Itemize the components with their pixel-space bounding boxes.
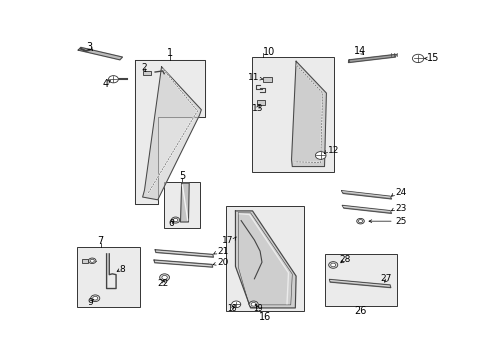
Text: 5: 5 bbox=[179, 171, 185, 181]
Polygon shape bbox=[235, 211, 296, 308]
Polygon shape bbox=[329, 279, 390, 288]
Text: 1: 1 bbox=[167, 48, 173, 58]
Circle shape bbox=[411, 54, 423, 63]
Bar bbox=[164, 182, 200, 228]
Circle shape bbox=[88, 258, 96, 264]
Bar bbox=[256, 100, 264, 105]
Polygon shape bbox=[135, 60, 205, 204]
Text: 28: 28 bbox=[338, 256, 349, 265]
Text: 11: 11 bbox=[248, 73, 259, 82]
Polygon shape bbox=[180, 183, 189, 222]
Circle shape bbox=[108, 76, 118, 83]
Bar bbox=[263, 77, 271, 82]
Circle shape bbox=[330, 263, 335, 267]
Text: 16: 16 bbox=[259, 312, 271, 322]
Circle shape bbox=[231, 301, 240, 308]
Circle shape bbox=[328, 262, 337, 268]
Text: 3: 3 bbox=[86, 42, 92, 52]
Text: 26: 26 bbox=[354, 306, 366, 316]
Circle shape bbox=[93, 296, 98, 300]
Text: 2: 2 bbox=[141, 63, 146, 72]
Circle shape bbox=[159, 274, 169, 281]
Circle shape bbox=[162, 275, 167, 279]
Circle shape bbox=[173, 219, 178, 222]
Text: 18: 18 bbox=[227, 304, 236, 313]
Circle shape bbox=[251, 302, 256, 306]
Text: 20: 20 bbox=[217, 258, 228, 267]
Text: 9: 9 bbox=[88, 298, 93, 307]
Circle shape bbox=[171, 217, 180, 223]
Text: 13: 13 bbox=[251, 104, 263, 113]
Bar bbox=[251, 57, 334, 172]
Text: 4: 4 bbox=[102, 79, 109, 89]
Polygon shape bbox=[155, 250, 213, 257]
Circle shape bbox=[315, 152, 325, 159]
Text: 12: 12 bbox=[327, 146, 338, 155]
Text: 6: 6 bbox=[168, 220, 174, 229]
Circle shape bbox=[358, 220, 362, 223]
Bar bbox=[225, 207, 304, 311]
Polygon shape bbox=[78, 48, 122, 60]
Text: 21: 21 bbox=[217, 247, 228, 256]
Circle shape bbox=[90, 295, 100, 302]
Polygon shape bbox=[154, 260, 212, 267]
Text: 15: 15 bbox=[426, 53, 438, 63]
Circle shape bbox=[356, 219, 364, 224]
Circle shape bbox=[248, 301, 258, 308]
Bar bbox=[324, 253, 396, 306]
Text: 17: 17 bbox=[222, 235, 233, 244]
Text: 10: 10 bbox=[263, 46, 275, 57]
Text: 8: 8 bbox=[120, 265, 125, 274]
Bar bbox=[143, 71, 151, 75]
Text: 19: 19 bbox=[253, 304, 263, 313]
Polygon shape bbox=[142, 67, 201, 200]
Text: 14: 14 bbox=[353, 46, 365, 56]
Circle shape bbox=[90, 259, 94, 262]
Text: 24: 24 bbox=[395, 188, 406, 197]
Polygon shape bbox=[347, 54, 396, 63]
Text: 22: 22 bbox=[157, 279, 168, 288]
Bar bbox=[77, 247, 139, 307]
Text: 23: 23 bbox=[395, 204, 406, 213]
Text: 27: 27 bbox=[380, 274, 391, 283]
Polygon shape bbox=[342, 205, 391, 213]
Polygon shape bbox=[291, 61, 326, 167]
Polygon shape bbox=[341, 191, 391, 199]
Text: 7: 7 bbox=[98, 237, 104, 246]
Bar bbox=[82, 259, 88, 263]
Text: 25: 25 bbox=[395, 217, 406, 226]
